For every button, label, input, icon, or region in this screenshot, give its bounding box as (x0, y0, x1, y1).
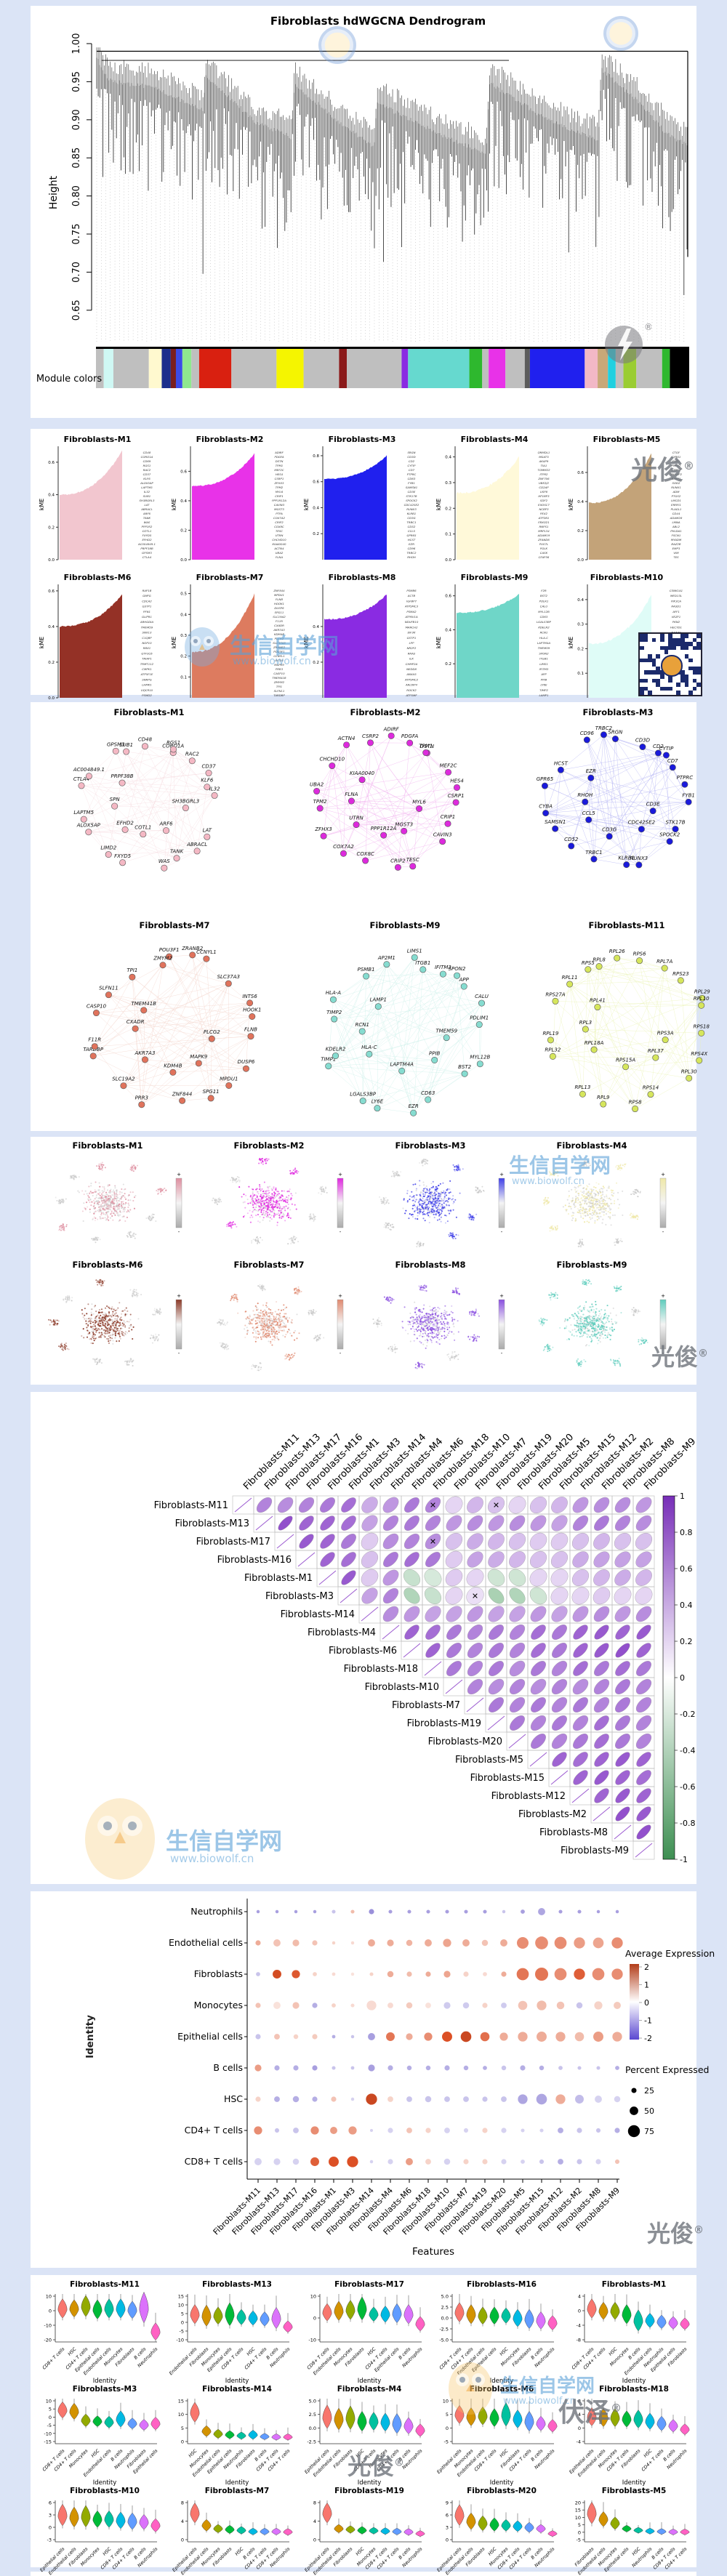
card-umap (31, 1137, 696, 1385)
card-correlogram (31, 1392, 696, 1884)
card-dendrogram (31, 6, 696, 418)
qr-code (638, 632, 702, 696)
card-kme (31, 429, 696, 695)
card-next-cutoff (31, 2572, 696, 2576)
card-dotplot (31, 1891, 696, 2268)
card-violins (31, 2275, 696, 2567)
card-networks (31, 702, 696, 1131)
svg-text:RPL29: RPL29 (694, 989, 710, 994)
svg-text:0.0: 0.0 (48, 696, 55, 701)
watermark-stamp-icon (603, 16, 638, 51)
watermark-stamp-icon (318, 26, 356, 64)
